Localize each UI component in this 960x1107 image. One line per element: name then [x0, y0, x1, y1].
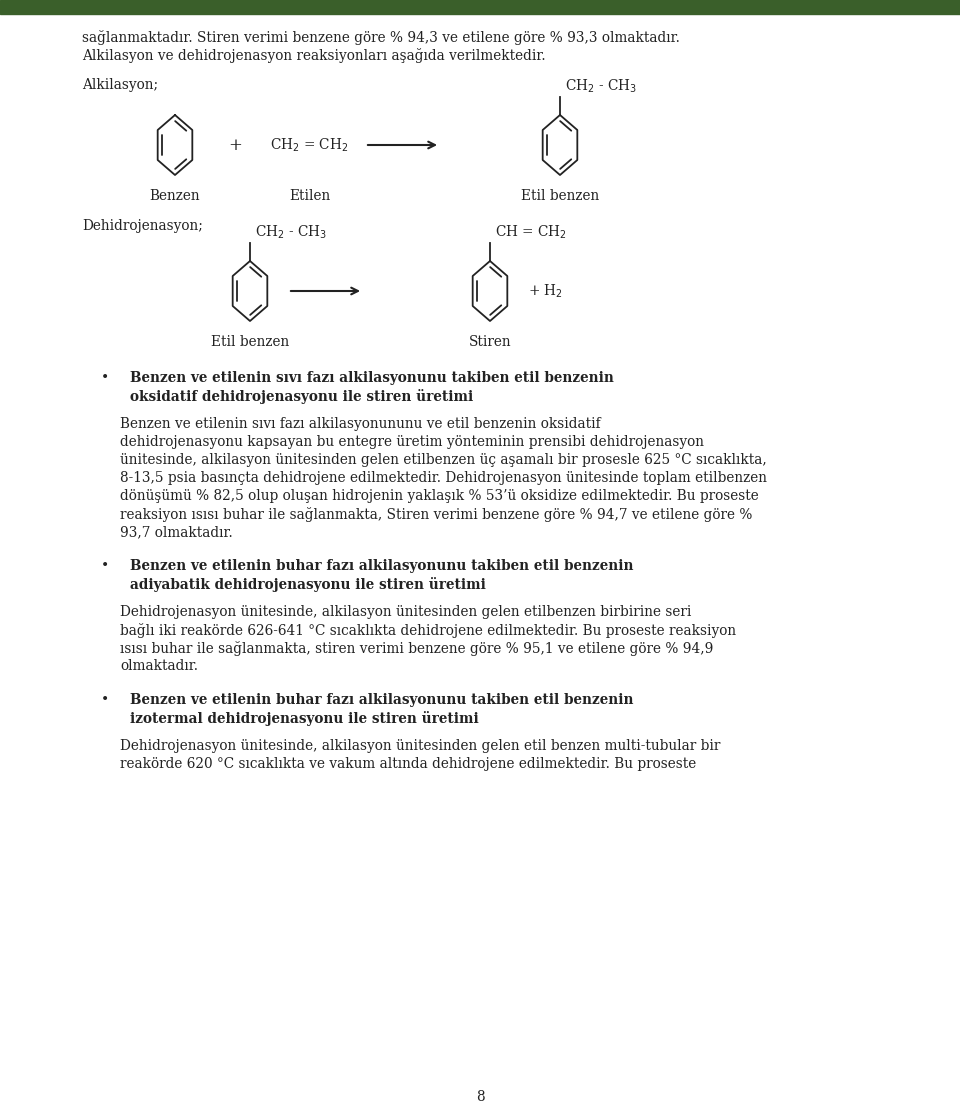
Text: Benzen: Benzen — [150, 189, 201, 203]
Text: reaksiyon ısısı buhar ile sağlanmakta, Stiren verimi benzene göre % 94,7 ve etil: reaksiyon ısısı buhar ile sağlanmakta, S… — [120, 507, 753, 523]
Text: oksidatif dehidrojenasyonu ile stiren üretimi: oksidatif dehidrojenasyonu ile stiren ür… — [130, 389, 473, 404]
Text: CH$_2$ = CH$_2$: CH$_2$ = CH$_2$ — [270, 136, 348, 154]
Text: CH$_2$ - CH$_3$: CH$_2$ - CH$_3$ — [565, 77, 637, 95]
Text: 8-13,5 psia basınçta dehidrojene edilmektedir. Dehidrojenasyon ünitesinde toplam: 8-13,5 psia basınçta dehidrojene edilmek… — [120, 470, 767, 485]
Text: dönüşümü % 82,5 olup oluşan hidrojenin yaklaşık % 53’ü oksidize edilmektedir. Bu: dönüşümü % 82,5 olup oluşan hidrojenin y… — [120, 489, 758, 503]
Text: +: + — [228, 136, 242, 154]
Text: adiyabatik dehidrojenasyonu ile stiren üretimi: adiyabatik dehidrojenasyonu ile stiren ü… — [130, 577, 486, 592]
Text: Etil benzen: Etil benzen — [211, 335, 289, 349]
Text: dehidrojenasyonu kapsayan bu entegre üretim yönteminin prensibi dehidrojenasyon: dehidrojenasyonu kapsayan bu entegre üre… — [120, 435, 704, 449]
Text: Etil benzen: Etil benzen — [521, 189, 599, 203]
Text: bağlı iki reakörde 626-641 °C sıcaklıkta dehidrojene edilmektedir. Bu proseste r: bağlı iki reakörde 626-641 °C sıcaklıkta… — [120, 623, 736, 638]
Text: ısısı buhar ile sağlanmakta, stiren verimi benzene göre % 95,1 ve etilene göre %: ısısı buhar ile sağlanmakta, stiren veri… — [120, 641, 713, 656]
Bar — [0, 0, 960, 14]
Text: Dehidrojenasyon;: Dehidrojenasyon; — [82, 219, 203, 232]
Text: •: • — [101, 559, 109, 573]
Text: Benzen ve etilenin buhar fazı alkilasyonunu takiben etil benzenin: Benzen ve etilenin buhar fazı alkilasyon… — [130, 559, 634, 573]
Text: izotermal dehidrojenasyonu ile stiren üretimi: izotermal dehidrojenasyonu ile stiren ür… — [130, 711, 479, 726]
Text: •: • — [101, 371, 109, 385]
Text: CH$_2$ - CH$_3$: CH$_2$ - CH$_3$ — [255, 224, 327, 241]
Text: Dehidrojenasyon ünitesinde, alkilasyon ünitesinden gelen etilbenzen birbirine se: Dehidrojenasyon ünitesinde, alkilasyon ü… — [120, 606, 691, 619]
Text: Etilen: Etilen — [289, 189, 330, 203]
Text: olmaktadır.: olmaktadır. — [120, 659, 198, 673]
Text: Benzen ve etilenin buhar fazı alkilasyonunu takiben etil benzenin: Benzen ve etilenin buhar fazı alkilasyon… — [130, 693, 634, 707]
Text: CH = CH$_2$: CH = CH$_2$ — [495, 224, 567, 241]
Text: Stiren: Stiren — [468, 335, 512, 349]
Text: 8: 8 — [476, 1090, 484, 1104]
Text: Alkilasyon ve dehidrojenasyon reaksiyonları aşağıda verilmektedir.: Alkilasyon ve dehidrojenasyon reaksiyonl… — [82, 48, 545, 63]
Text: Benzen ve etilenin sıvı fazı alkilasyonununu ve etil benzenin oksidatif: Benzen ve etilenin sıvı fazı alkilasyonu… — [120, 417, 601, 431]
Text: Benzen ve etilenin sıvı fazı alkilasyonunu takiben etil benzenin: Benzen ve etilenin sıvı fazı alkilasyonu… — [130, 371, 613, 385]
Text: 93,7 olmaktadır.: 93,7 olmaktadır. — [120, 525, 232, 539]
Text: •: • — [101, 693, 109, 707]
Text: Dehidrojenasyon ünitesinde, alkilasyon ünitesinden gelen etil benzen multi-tubul: Dehidrojenasyon ünitesinde, alkilasyon ü… — [120, 739, 720, 753]
Text: ünitesinde, alkilasyon ünitesinden gelen etilbenzen üç aşamalı bir prosesle 625 : ünitesinde, alkilasyon ünitesinden gelen… — [120, 453, 767, 467]
Text: + H$_2$: + H$_2$ — [528, 282, 563, 300]
Text: reakörde 620 °C sıcaklıkta ve vakum altında dehidrojene edilmektedir. Bu prosest: reakörde 620 °C sıcaklıkta ve vakum altı… — [120, 757, 696, 770]
Text: Alkilasyon;: Alkilasyon; — [82, 77, 158, 92]
Text: sağlanmaktadır. Stiren verimi benzene göre % 94,3 ve etilene göre % 93,3 olmakta: sağlanmaktadır. Stiren verimi benzene gö… — [82, 30, 680, 45]
